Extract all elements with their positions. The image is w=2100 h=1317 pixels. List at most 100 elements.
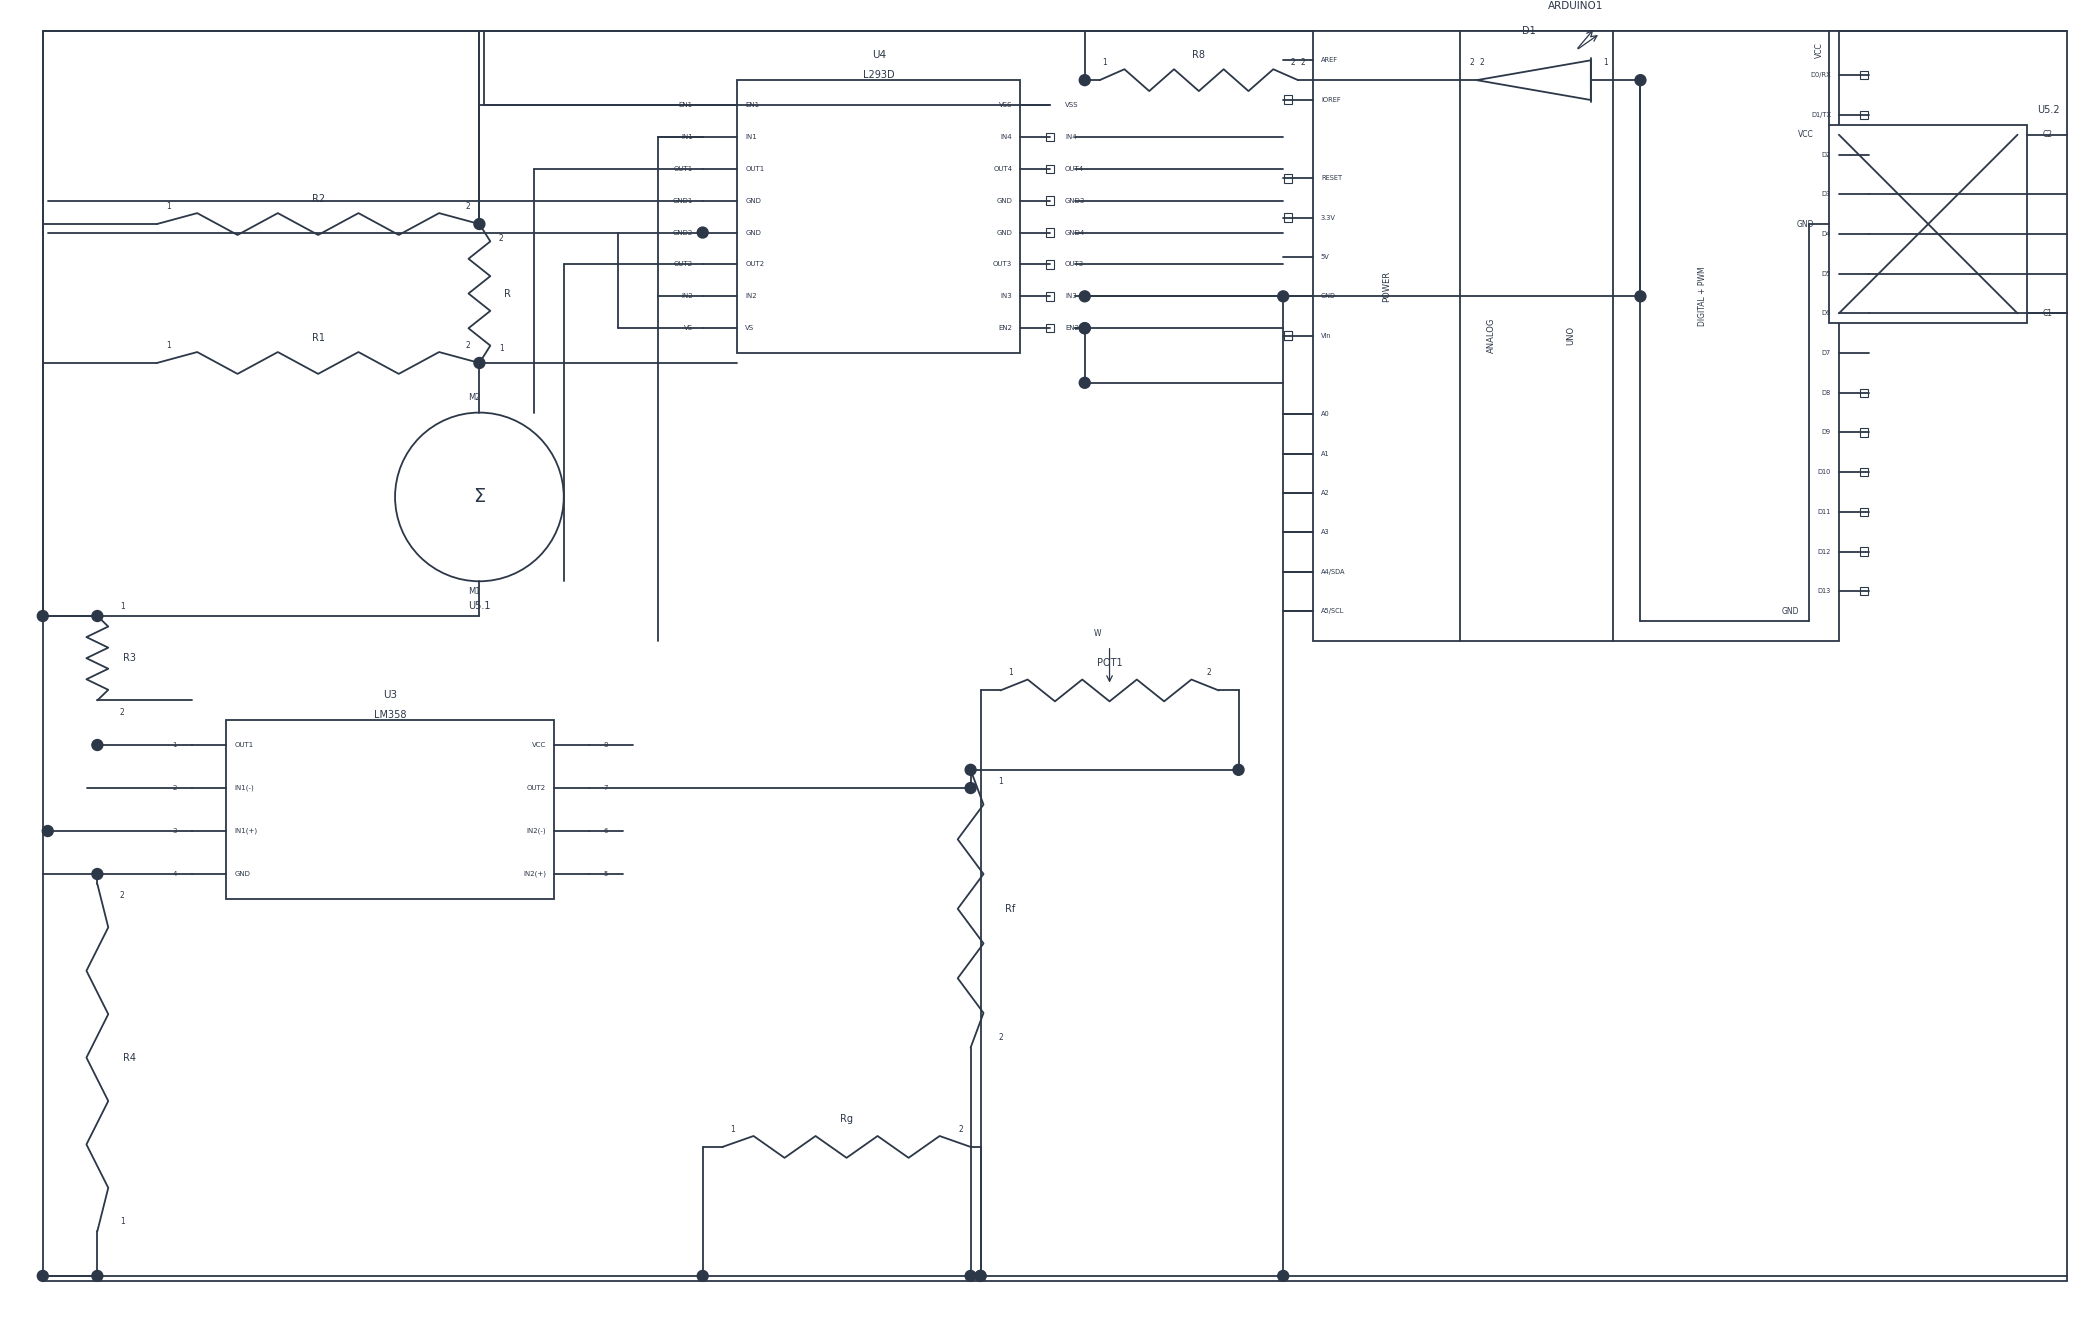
Circle shape [42,826,52,836]
Text: POWER: POWER [1382,270,1390,302]
Text: R1: R1 [311,333,326,344]
Text: VCC: VCC [1798,130,1814,140]
Text: D2: D2 [1821,151,1831,158]
Text: 1: 1 [500,344,504,353]
Text: OUT3: OUT3 [1065,262,1084,267]
Circle shape [92,869,103,880]
Bar [1858,507,1867,516]
Circle shape [1277,291,1289,302]
Text: 1: 1 [1102,58,1107,67]
Bar [1858,587,1867,595]
Bar [737,80,1021,353]
Text: D5: D5 [1821,271,1831,277]
Text: D4: D4 [1821,230,1831,237]
Text: 2: 2 [1478,58,1485,67]
Circle shape [697,227,708,238]
Bar [1046,292,1054,300]
Text: ANALOG: ANALOG [1487,317,1497,353]
Text: OUT3: OUT3 [993,262,1012,267]
Text: 2: 2 [1300,58,1306,67]
Circle shape [1079,75,1090,86]
Text: D9: D9 [1823,429,1831,436]
Text: RESET: RESET [1321,175,1342,182]
Bar [1858,428,1867,437]
Text: D11: D11 [1819,508,1831,515]
Text: IN2(+): IN2(+) [523,871,546,877]
Bar [227,720,554,898]
Text: OUT2: OUT2 [527,785,546,792]
Circle shape [475,357,485,369]
Text: Rf: Rf [1006,903,1016,914]
Bar [1858,150,1867,159]
Circle shape [38,611,48,622]
Text: D3: D3 [1823,191,1831,198]
Text: D6: D6 [1821,311,1831,316]
Text: GND: GND [1798,220,1814,229]
Text: R4: R4 [122,1052,136,1063]
Circle shape [1079,323,1090,333]
Text: U5.2: U5.2 [2037,105,2060,115]
Text: 2: 2 [1470,58,1474,67]
Bar [1046,133,1054,141]
Text: 1: 1 [1008,668,1012,677]
Text: EN1: EN1 [746,101,760,108]
Text: D13: D13 [1819,589,1831,594]
Text: OUT2: OUT2 [674,262,693,267]
Text: UNO: UNO [1567,327,1575,345]
Text: L293D: L293D [863,70,895,80]
Bar [1858,111,1867,119]
Text: GND: GND [1781,607,1800,615]
Text: U3: U3 [382,690,397,701]
Text: R: R [504,288,510,299]
Text: 6: 6 [603,828,607,834]
Text: U5.1: U5.1 [468,601,491,611]
Text: 8: 8 [603,741,607,748]
Text: VS: VS [685,325,693,332]
Text: 7: 7 [603,785,607,792]
Circle shape [974,1271,987,1281]
Text: 5: 5 [603,871,607,877]
Circle shape [38,1271,48,1281]
Bar [1046,165,1054,173]
Text: OUT2: OUT2 [746,262,764,267]
Bar [1283,174,1292,183]
Circle shape [966,764,976,776]
Text: EN2: EN2 [1065,325,1079,332]
Text: A3: A3 [1321,529,1329,536]
Text: IN1: IN1 [680,134,693,140]
Circle shape [966,782,976,793]
Circle shape [1233,764,1243,776]
Bar [1858,389,1867,396]
Circle shape [92,611,103,622]
Text: GND2: GND2 [672,229,693,236]
Bar [1858,548,1867,556]
Bar [1283,213,1292,221]
Text: 1: 1 [166,341,172,349]
Bar [1858,71,1867,79]
Text: GND: GND [995,198,1012,204]
Polygon shape [1476,61,1592,100]
Circle shape [1079,291,1090,302]
Text: OUT1: OUT1 [674,166,693,171]
Text: POT1: POT1 [1096,657,1121,668]
Text: GND: GND [746,198,760,204]
Text: IN1: IN1 [746,134,758,140]
Text: D8: D8 [1821,390,1831,395]
Text: EN2: EN2 [998,325,1012,332]
Text: 1: 1 [172,741,176,748]
Bar [1283,332,1292,340]
Text: LM358: LM358 [374,710,405,720]
Text: 2: 2 [120,707,124,716]
Text: GND: GND [1321,294,1336,299]
Text: VSS: VSS [1065,101,1079,108]
Text: DIGITAL + PWM: DIGITAL + PWM [1697,266,1707,325]
Text: OUT1: OUT1 [746,166,764,171]
Text: EN1: EN1 [678,101,693,108]
Bar [1283,95,1292,104]
Text: 1: 1 [998,777,1004,786]
Text: GND1: GND1 [672,198,693,204]
Bar [1046,324,1054,332]
Text: 2: 2 [998,1034,1004,1042]
Text: 2: 2 [1205,668,1212,677]
Text: D1: D1 [1522,25,1535,36]
